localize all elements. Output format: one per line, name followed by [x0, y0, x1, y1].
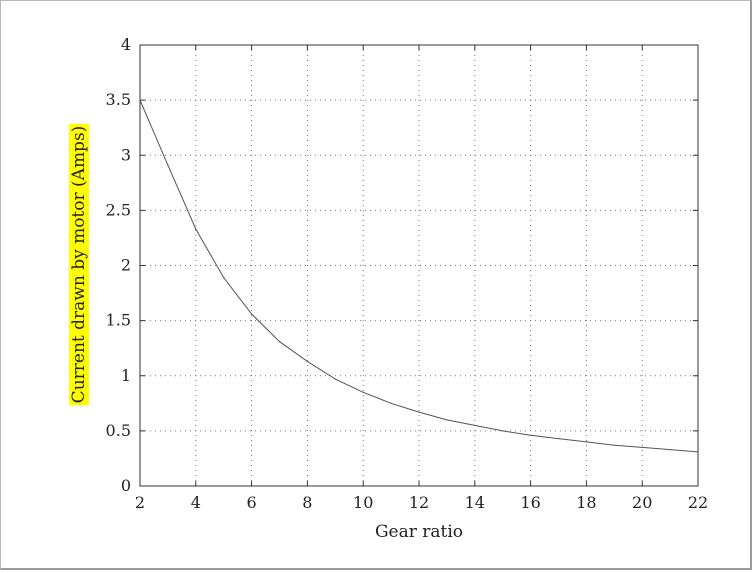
y-tick-labels: 0 0.5 1 1.5 2 2.5 3 3.5 4 — [106, 35, 131, 495]
x-tick-labels: 2 4 6 8 10 12 14 16 18 20 22 — [135, 493, 708, 512]
data-point — [362, 391, 364, 393]
data-point — [418, 411, 420, 413]
data-point — [530, 434, 532, 436]
x-tick-label: 8 — [302, 493, 312, 512]
y-tick-label: 2 — [121, 256, 131, 275]
tick-marks — [139, 44, 699, 487]
data-point — [613, 444, 615, 446]
data-point — [334, 378, 336, 380]
data-point — [139, 99, 141, 101]
data-point — [697, 451, 699, 453]
y-tick-label: 2.5 — [106, 200, 131, 219]
y-axis-title: Current drawn by motor (Amps) — [69, 126, 89, 404]
data-point — [585, 441, 588, 443]
data-point — [557, 437, 560, 440]
x-tick-label: 16 — [520, 493, 540, 512]
data-point — [502, 430, 504, 432]
data-point — [390, 402, 392, 404]
data-point — [251, 313, 253, 315]
x-tick-label: 2 — [135, 493, 145, 512]
x-tick-label: 6 — [247, 493, 257, 512]
data-point — [446, 419, 448, 421]
data-points — [139, 99, 699, 453]
x-tick-label: 14 — [465, 493, 485, 512]
data-point — [167, 164, 169, 166]
y-tick-label: 1 — [121, 366, 131, 385]
data-point — [474, 424, 476, 426]
data-point — [641, 446, 643, 449]
x-tick-label: 20 — [632, 493, 652, 512]
data-point — [195, 228, 197, 230]
data-point — [278, 340, 281, 343]
y-tick-label: 0 — [121, 476, 131, 495]
data-point — [306, 360, 308, 363]
y-axis-title-highlight — [69, 123, 89, 406]
y-tick-label: 4 — [121, 35, 131, 54]
data-point — [223, 277, 225, 279]
x-tick-label: 4 — [191, 493, 201, 512]
y-tick-label: 3 — [121, 145, 131, 164]
x-tick-label: 12 — [409, 493, 429, 512]
y-axis-title-group: Current drawn by motor (Amps) — [69, 123, 89, 406]
y-tick-label: 3.5 — [106, 90, 131, 109]
grid-lines — [140, 45, 698, 486]
x-tick-label: 18 — [576, 493, 596, 512]
y-tick-label: 0.5 — [106, 421, 131, 440]
x-tick-label: 22 — [688, 493, 708, 512]
x-axis-title: Gear ratio — [375, 522, 463, 542]
data-point — [669, 449, 671, 451]
x-tick-label: 10 — [353, 493, 373, 512]
y-tick-label: 1.5 — [106, 311, 131, 330]
